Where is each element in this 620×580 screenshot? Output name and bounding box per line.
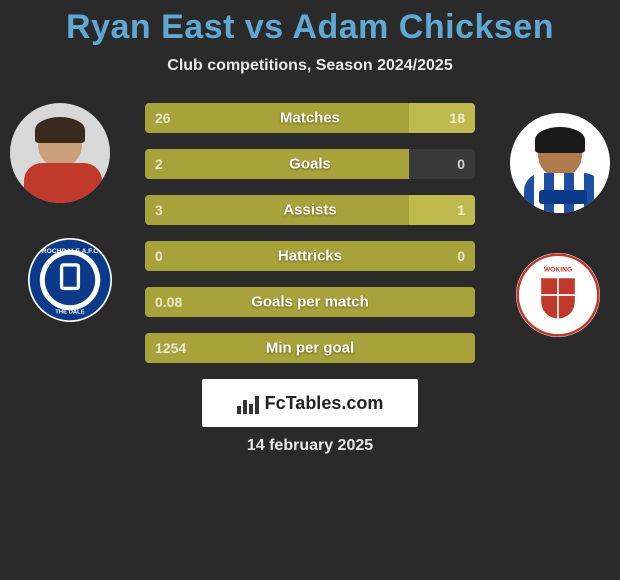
stat-value-right: 1 [457, 202, 465, 218]
stat-bars: 26 Matches 18 2 Goals 0 3 Assists 1 0 Hattricks 0 0.… [145, 103, 475, 363]
svg-text:WOKING: WOKING [544, 266, 572, 273]
player-left-avatar [10, 103, 110, 203]
player-right-avatar [510, 113, 610, 213]
stat-value-right: 0 [457, 248, 465, 264]
stat-row: 2 Goals 0 [145, 149, 475, 179]
stat-bar-left [145, 103, 409, 133]
club-left-crest: ROCHDALE A.F.C THE DALE [28, 238, 112, 322]
stat-row: 3 Assists 1 [145, 195, 475, 225]
stat-row: 0 Hattricks 0 [145, 241, 475, 271]
stat-row: 0.08 Goals per match [145, 287, 475, 317]
stat-value-left: 3 [155, 202, 163, 218]
stat-label: Goals [289, 156, 331, 173]
stat-bar-left [145, 149, 409, 179]
stat-value-left: 0.08 [155, 294, 182, 310]
chart-icon [237, 392, 259, 414]
stat-label: Assists [283, 202, 336, 219]
branding-badge: FcTables.com [202, 379, 418, 427]
stat-value-left: 26 [155, 110, 171, 126]
stat-label: Min per goal [266, 340, 354, 357]
svg-text:THE DALE: THE DALE [55, 310, 84, 316]
svg-text:ROCHDALE A.F.C: ROCHDALE A.F.C [42, 248, 99, 255]
stat-value-left: 0 [155, 248, 163, 264]
stat-row: 26 Matches 18 [145, 103, 475, 133]
stat-value-left: 1254 [155, 340, 186, 356]
date-text: 14 february 2025 [0, 437, 620, 455]
comparison-content: ROCHDALE A.F.C THE DALE WOKING 26 Matches… [0, 103, 620, 455]
stat-value-right: 18 [449, 110, 465, 126]
stat-bar-left [145, 195, 409, 225]
stat-value-right: 0 [457, 156, 465, 172]
stat-row: 1254 Min per goal [145, 333, 475, 363]
stat-label: Goals per match [251, 294, 369, 311]
stat-label: Hattricks [278, 248, 342, 265]
club-right-crest: WOKING [516, 253, 600, 337]
branding-text: FcTables.com [265, 393, 384, 414]
stat-value-left: 2 [155, 156, 163, 172]
subtitle: Club competitions, Season 2024/2025 [0, 57, 620, 75]
stat-label: Matches [280, 110, 340, 127]
page-title: Ryan East vs Adam Chicksen [0, 8, 620, 47]
